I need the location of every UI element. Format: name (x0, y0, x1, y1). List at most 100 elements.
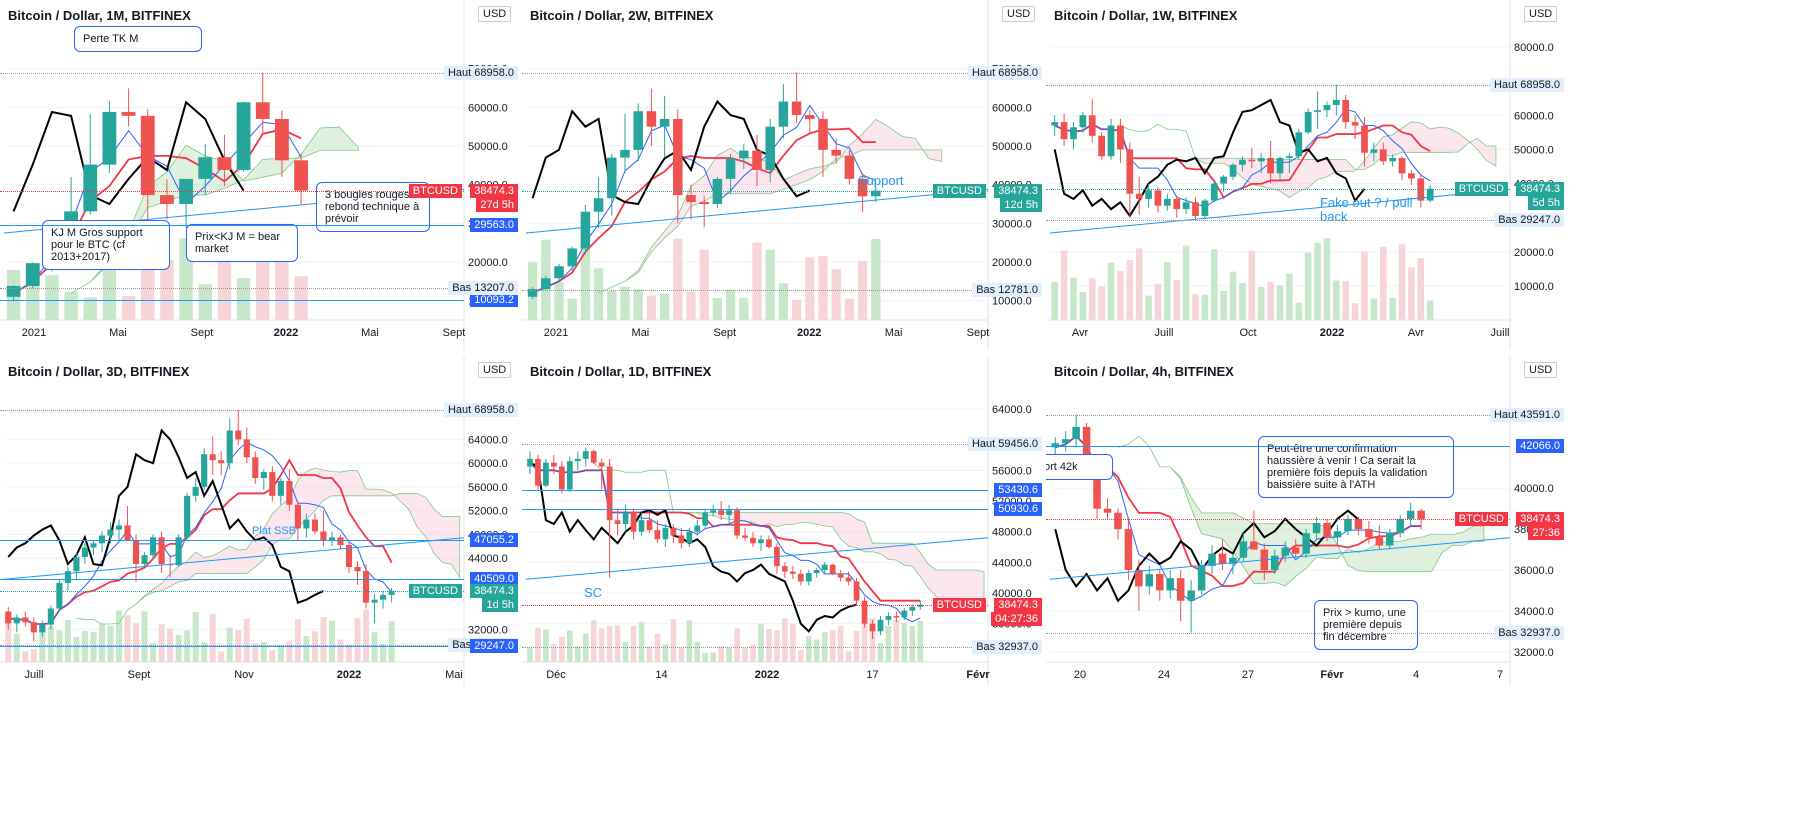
y-tick-label: 40000.0 (992, 588, 1032, 600)
y-tick-label: 34000.0 (1514, 606, 1554, 618)
volume-bar (269, 650, 276, 662)
volume-bar (580, 242, 591, 320)
currency-label-1w[interactable]: USD (1524, 6, 1558, 22)
volume-bar (243, 618, 250, 662)
candle-body (328, 537, 336, 541)
chart-canvas-1d[interactable]: 64000.056000.052000.048000.044000.040000… (522, 356, 1044, 686)
candle-body (871, 190, 881, 197)
candle-body (614, 520, 621, 524)
candle-body (345, 545, 353, 568)
chart-panel-1d[interactable]: 64000.056000.052000.048000.044000.040000… (522, 356, 1044, 686)
x-tick-label: 27 (1242, 669, 1254, 681)
y-tick-label: 20000.0 (468, 257, 508, 269)
candle-body (598, 462, 605, 467)
volume-bar (790, 623, 796, 662)
currency-label-3d[interactable]: USD (478, 362, 512, 378)
currency-label-2w[interactable]: USD (1002, 6, 1036, 22)
candle-body (255, 102, 270, 119)
candle-body (141, 555, 148, 565)
volume-bar (818, 256, 828, 320)
volume-bar (1351, 303, 1359, 320)
candle-body (1060, 122, 1068, 140)
level-line (1046, 84, 1510, 87)
candle-body (527, 289, 538, 297)
x-tick-label: Déc (546, 669, 566, 681)
chart-panel-3d[interactable]: 64000.060000.056000.052000.048000.044000… (0, 356, 520, 686)
volume-bar (380, 643, 387, 662)
chart-panel-1w[interactable]: 80000.060000.050000.040000.030000.020000… (1046, 0, 1566, 350)
y-tick-label: 32000.0 (1514, 647, 1554, 659)
level-line (1046, 632, 1510, 635)
candle-body (217, 157, 232, 170)
volume-bar (535, 628, 541, 662)
candle-body (1239, 159, 1246, 165)
candle-body (662, 527, 669, 540)
chart-panel-1m[interactable]: 70000.060000.050000.040000.030000.020000… (0, 0, 520, 350)
y-tick-label: 56000.0 (992, 465, 1032, 477)
chart-canvas-2w[interactable]: 70000.060000.050000.040000.030000.020000… (522, 0, 1044, 350)
candle-body (218, 460, 225, 464)
volume-bar (201, 642, 208, 662)
x-tick-label: 2022 (337, 669, 361, 681)
candle-body (1332, 99, 1340, 106)
volume-bar (725, 289, 736, 320)
chart-canvas-3d[interactable]: 64000.060000.056000.052000.048000.044000… (0, 356, 520, 686)
x-tick-label: Sept (128, 669, 151, 681)
chart-panel-4h[interactable]: 40000.038000.036000.034000.032000.020242… (1046, 356, 1566, 686)
candle-body (1302, 533, 1310, 554)
candle-body (766, 539, 772, 547)
trend-line[interactable] (3, 537, 465, 580)
chart-title-1d: Bitcoin / Dollar, 1D, BITFINEX (530, 364, 712, 379)
candle-body (893, 616, 900, 618)
candle-body (311, 519, 318, 532)
chart-canvas-1w[interactable]: 80000.060000.050000.040000.030000.020000… (1046, 0, 1566, 350)
volume-bar (73, 636, 80, 662)
x-tick-label: 2021 (544, 327, 568, 339)
kijun-line (1054, 434, 1422, 587)
chart-canvas-4h[interactable]: 40000.038000.036000.034000.032000.020242… (1046, 356, 1566, 686)
candle-body (1386, 533, 1394, 546)
chart-canvas-1m[interactable]: 70000.060000.050000.040000.030000.020000… (0, 0, 520, 350)
candle-body (782, 566, 788, 572)
candle-body (1344, 518, 1352, 532)
candle-body (198, 157, 213, 179)
candle-body (1248, 159, 1256, 162)
volume-bar (124, 615, 131, 662)
y-tick-label: 56000.0 (468, 482, 508, 494)
candle-body (1220, 176, 1228, 184)
trend-line[interactable] (1049, 537, 1511, 580)
volume-bar (543, 629, 549, 662)
candle-body (646, 520, 653, 531)
volume-bar (1220, 290, 1227, 320)
x-tick-label: Avr (1072, 327, 1089, 339)
currency-label-4h[interactable]: USD (1524, 362, 1558, 378)
volume-bar (559, 636, 565, 662)
symbol-tag: BTCUSD (932, 597, 986, 612)
volume-bar (388, 621, 395, 662)
trend-line[interactable] (525, 189, 989, 234)
level-tag: 29563.0 (470, 218, 518, 233)
volume-bar (64, 619, 71, 662)
volume-bar (167, 628, 174, 662)
volume-bar (303, 636, 310, 662)
candle-body (1323, 105, 1331, 111)
level-tag: 50930.6 (994, 502, 1042, 517)
chart-title-3d: Bitcoin / Dollar, 3D, BITFINEX (8, 364, 190, 379)
candle-body (362, 571, 370, 603)
volume-bar (47, 626, 54, 662)
candle-body (739, 150, 749, 159)
trend-line[interactable] (525, 537, 989, 580)
candle-body (1398, 157, 1406, 174)
level-line (522, 289, 988, 292)
volume-bar (766, 629, 772, 662)
volume-bar (527, 647, 533, 662)
currency-label-1m[interactable]: USD (478, 6, 512, 22)
trend-line[interactable] (1049, 189, 1511, 234)
chart-title-4h: Bitcoin / Dollar, 4h, BITFINEX (1054, 364, 1234, 379)
chart-panel-2w[interactable]: 70000.060000.050000.040000.030000.020000… (522, 0, 1044, 350)
candle-body (5, 611, 12, 624)
volume-bar (363, 609, 370, 662)
x-tick-label: 17 (866, 669, 878, 681)
volume-bar (909, 626, 916, 662)
